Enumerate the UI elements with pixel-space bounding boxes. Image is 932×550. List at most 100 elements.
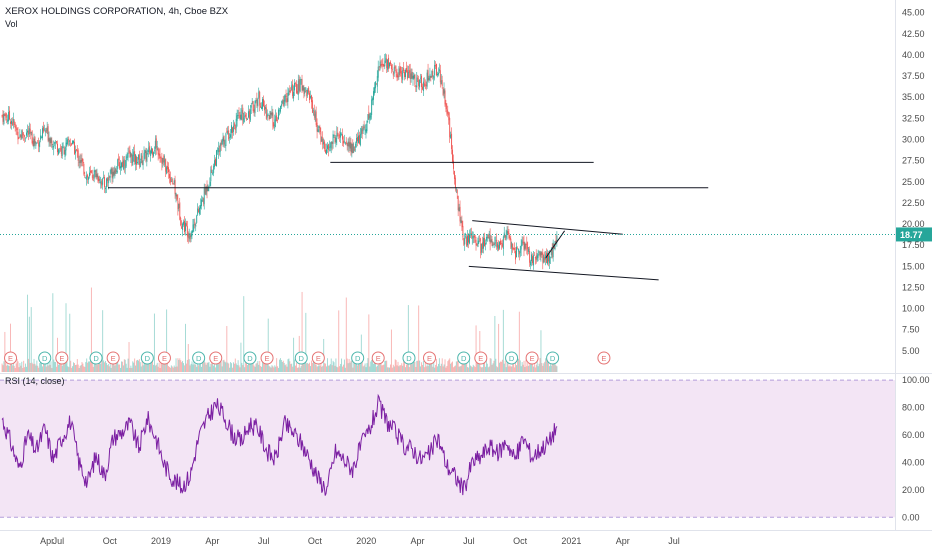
volume-bar xyxy=(459,366,461,372)
candle-body xyxy=(289,90,291,92)
candle-body xyxy=(191,230,193,236)
candle-body xyxy=(110,168,112,174)
volume-bar xyxy=(92,366,94,372)
volume-bar xyxy=(411,364,413,372)
volume-bar xyxy=(117,361,119,372)
volume-bar xyxy=(404,361,406,372)
volume-bar xyxy=(44,360,46,372)
candle-body xyxy=(24,135,26,137)
volume-bar xyxy=(234,358,236,372)
candle-body xyxy=(332,134,334,144)
candle-body xyxy=(75,149,77,151)
volume-bar xyxy=(448,359,450,372)
candle-body xyxy=(119,162,121,169)
candle-body xyxy=(248,110,250,119)
candle-body xyxy=(223,135,225,145)
volume-bar xyxy=(36,360,38,372)
candle-body xyxy=(313,110,315,117)
candle-body xyxy=(175,193,177,197)
volume-bar xyxy=(113,362,115,372)
event-marker xyxy=(140,351,154,365)
candle-body xyxy=(501,243,502,244)
volume-bar xyxy=(469,358,470,372)
candle-body xyxy=(538,251,540,253)
volume-bar xyxy=(554,362,556,372)
volume-bar xyxy=(444,359,446,372)
candle-body xyxy=(243,117,245,123)
candle-body xyxy=(82,159,84,164)
candle-body xyxy=(293,91,295,99)
rsi-tick-label: 80.00 xyxy=(902,403,925,413)
volume-bar xyxy=(65,303,67,372)
volume-bar xyxy=(267,318,269,372)
time-tick-label: Jul xyxy=(53,536,65,546)
volume-bar xyxy=(433,360,435,372)
candle-body xyxy=(417,78,419,79)
volume-bar xyxy=(202,358,204,372)
candle-body xyxy=(116,170,118,173)
volume-bar xyxy=(282,360,284,372)
candle-body xyxy=(180,217,182,226)
volume-bar xyxy=(110,367,112,372)
candle-body xyxy=(206,185,208,192)
candle-body xyxy=(81,158,83,162)
volume-bar xyxy=(537,366,539,372)
candle-body xyxy=(153,149,155,151)
volume-bar xyxy=(453,367,454,372)
candle-body xyxy=(471,237,473,239)
volume-bar xyxy=(380,359,382,372)
candle-body xyxy=(86,175,88,180)
candle-body xyxy=(11,122,13,126)
volume-bar xyxy=(301,291,303,372)
volume-bar xyxy=(383,364,385,372)
candle-body xyxy=(166,167,168,174)
candle-body xyxy=(260,105,262,108)
volume-bar xyxy=(29,362,31,372)
channel-bottom-trendline xyxy=(468,265,659,281)
volume-bar xyxy=(255,363,257,372)
candle-body xyxy=(287,92,289,102)
volume-bar xyxy=(524,366,526,372)
candle-body xyxy=(407,72,409,78)
candle-body xyxy=(202,198,204,203)
volume-bar xyxy=(155,364,157,372)
volume-bar xyxy=(195,364,197,372)
volume-bar xyxy=(54,361,56,372)
price-tick-label: 35.00 xyxy=(902,92,925,102)
candle-body xyxy=(496,239,498,248)
candle-body xyxy=(169,174,170,178)
volume-bar xyxy=(511,366,513,372)
volume-bar xyxy=(455,361,457,372)
candle-body xyxy=(117,159,119,169)
volume-bar xyxy=(522,364,524,372)
volume-bar xyxy=(122,365,124,372)
candle-body xyxy=(432,70,434,77)
candle-body xyxy=(87,174,89,178)
candle-body xyxy=(548,255,550,264)
volume-bar xyxy=(339,366,341,372)
candle-body xyxy=(195,224,197,227)
candle-body xyxy=(295,82,296,84)
volume-bar xyxy=(47,365,49,372)
volume-bar xyxy=(133,362,135,372)
volume-bar xyxy=(515,360,517,372)
candle-body xyxy=(216,150,217,167)
candle-body xyxy=(274,119,276,129)
candle-body xyxy=(279,105,281,112)
volume-bar xyxy=(12,360,14,372)
candle-body xyxy=(198,209,200,212)
candle-body xyxy=(329,145,331,147)
candle-body xyxy=(1,115,3,117)
candle-body xyxy=(536,255,538,260)
volume-bar xyxy=(201,363,203,372)
volume-bar xyxy=(485,359,487,372)
candle-body xyxy=(401,72,403,79)
candle-body xyxy=(263,105,265,111)
volume-bar xyxy=(73,362,74,372)
volume-bar xyxy=(42,366,43,372)
volume-bar xyxy=(300,366,302,372)
candle-body xyxy=(444,90,446,105)
volume-bar xyxy=(550,365,552,372)
candle-body xyxy=(295,83,297,93)
volume-bar xyxy=(161,361,163,372)
